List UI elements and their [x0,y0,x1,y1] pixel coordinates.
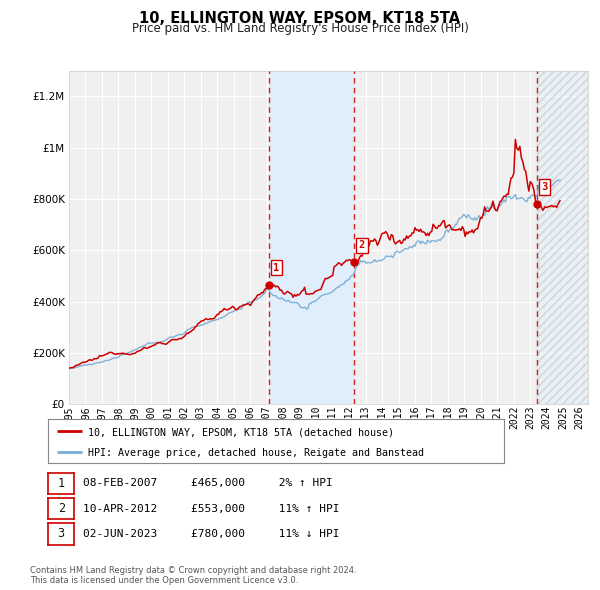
Text: 10-APR-2012     £553,000     11% ↑ HPI: 10-APR-2012 £553,000 11% ↑ HPI [83,504,340,513]
Bar [269,71,354,404]
Text: 10, ELLINGTON WAY, EPSOM, KT18 5TA (detached house): 10, ELLINGTON WAY, EPSOM, KT18 5TA (deta… [88,427,394,437]
Text: 10, ELLINGTON WAY, EPSOM, KT18 5TA: 10, ELLINGTON WAY, EPSOM, KT18 5TA [139,11,461,25]
Text: 1: 1 [58,477,65,490]
Text: 3: 3 [541,182,548,192]
Text: Price paid vs. HM Land Registry's House Price Index (HPI): Price paid vs. HM Land Registry's House … [131,22,469,35]
Bar [537,71,588,404]
Text: 1: 1 [274,263,280,273]
Text: 02-JUN-2023     £780,000     11% ↓ HPI: 02-JUN-2023 £780,000 11% ↓ HPI [83,529,340,539]
Text: 2: 2 [359,240,365,250]
Text: HPI: Average price, detached house, Reigate and Banstead: HPI: Average price, detached house, Reig… [88,448,424,458]
Text: 3: 3 [58,527,65,540]
Text: Contains HM Land Registry data © Crown copyright and database right 2024.
This d: Contains HM Land Registry data © Crown c… [30,566,356,585]
Text: 2: 2 [58,502,65,515]
Text: 08-FEB-2007     £465,000     2% ↑ HPI: 08-FEB-2007 £465,000 2% ↑ HPI [83,478,333,488]
Bar [537,71,588,404]
